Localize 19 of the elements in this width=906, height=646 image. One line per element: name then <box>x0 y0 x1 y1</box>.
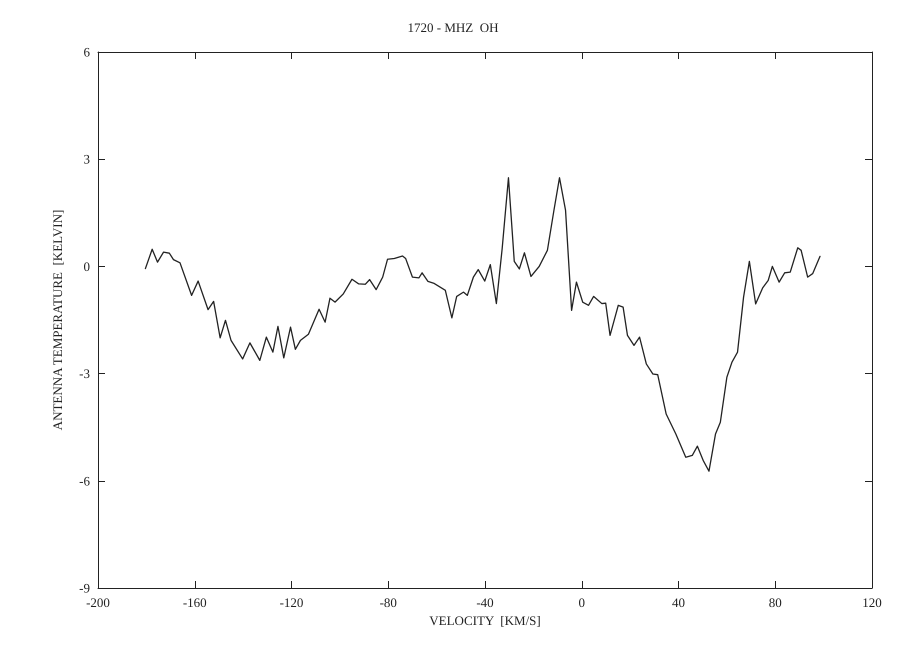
y-tick-label: 0 <box>84 258 90 274</box>
x-tick-label: -160 <box>182 595 207 610</box>
x-tick-label: 0 <box>578 595 585 610</box>
y-tick-label: 3 <box>84 152 90 167</box>
x-tick-label: -40 <box>476 595 494 610</box>
x-tick-label: -80 <box>380 595 397 610</box>
x-tick-label: 40 <box>672 595 685 610</box>
y-tick-label: -6 <box>79 473 90 488</box>
y-tick-label: 6 <box>84 44 90 60</box>
x-tick-label: 80 <box>768 595 782 610</box>
y-tick-label: -9 <box>79 580 90 596</box>
x-tick-label: 120 <box>862 595 882 610</box>
x-tick-label: -120 <box>280 595 304 610</box>
x-tick-label: -200 <box>86 595 110 610</box>
y-tick-label: -3 <box>79 366 90 382</box>
line-series <box>144 177 821 472</box>
chart-title: 1720 - MHZ OH <box>408 20 498 35</box>
y-axis-title: ANTENNA TEMPERATURE [KELVIN] <box>50 210 65 430</box>
x-axis-title: VELOCITY [KM/S] <box>429 612 541 628</box>
